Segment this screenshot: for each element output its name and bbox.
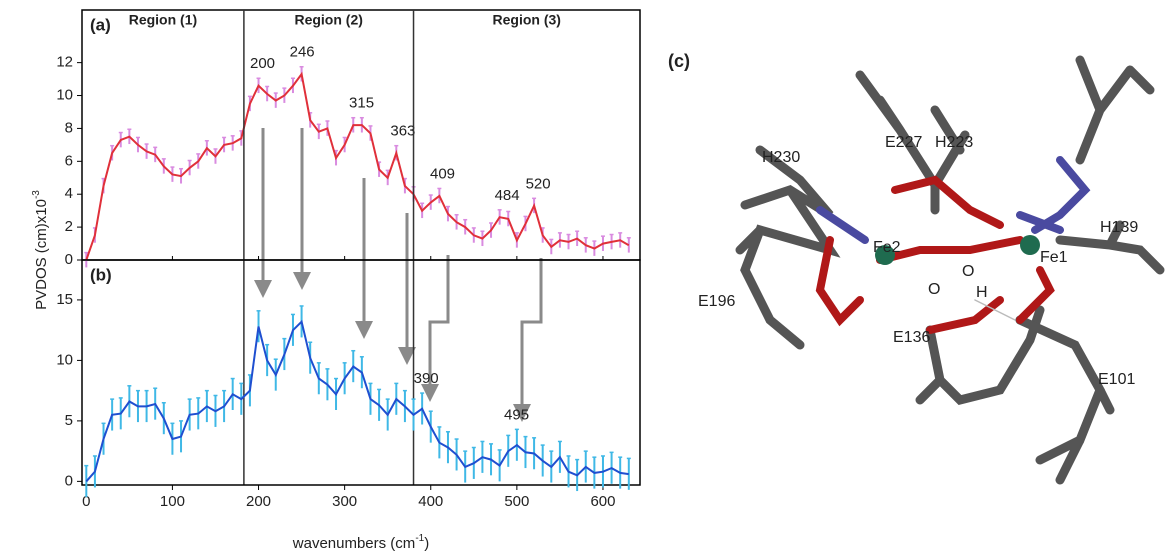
panel-label: (b) bbox=[90, 265, 112, 284]
y-tick-label: 12 bbox=[56, 54, 73, 71]
peak-label: 390 bbox=[414, 370, 439, 387]
atom-label: E136 bbox=[893, 329, 930, 346]
atom-label: H bbox=[976, 284, 988, 301]
molecule bbox=[740, 60, 1160, 480]
atom-label: E227 bbox=[885, 134, 922, 151]
peak-label: 200 bbox=[250, 55, 275, 72]
y-tick-label: 10 bbox=[56, 86, 73, 103]
region-label: Region (1) bbox=[129, 12, 197, 28]
atom-label: E196 bbox=[698, 293, 735, 310]
x-tick-label: 300 bbox=[332, 493, 357, 510]
x-tick-label: 200 bbox=[246, 493, 271, 510]
atom-label: H139 bbox=[1100, 219, 1138, 236]
atom-label: H223 bbox=[935, 134, 973, 151]
atom-label: E101 bbox=[1098, 371, 1135, 388]
peak-label: 363 bbox=[390, 123, 415, 140]
atom-label: O bbox=[962, 263, 974, 280]
y-tick-label: 8 bbox=[65, 119, 73, 136]
atom-label: O bbox=[928, 281, 940, 298]
y-tick-label: 4 bbox=[65, 185, 73, 202]
y-tick-label: 0 bbox=[65, 472, 73, 489]
region-label: Region (3) bbox=[493, 12, 561, 28]
peak-label: 409 bbox=[430, 165, 455, 182]
spectrum-line bbox=[86, 322, 629, 482]
peak-label: 315 bbox=[349, 95, 374, 112]
atom-label: H230 bbox=[762, 149, 800, 166]
y-axis-title-part: -3 bbox=[31, 190, 42, 199]
y-tick-label: 0 bbox=[65, 251, 73, 268]
region-label: Region (2) bbox=[294, 12, 362, 28]
atom-label: Fe2 bbox=[873, 239, 901, 256]
figure: 024681012(a)200246315363409484520Region … bbox=[0, 0, 1165, 554]
peak-label: 495 bbox=[504, 406, 529, 423]
x-tick-label: 100 bbox=[160, 493, 185, 510]
y-tick-label: 6 bbox=[65, 152, 73, 169]
x-tick-label: 500 bbox=[504, 493, 529, 510]
y-tick-label: 2 bbox=[65, 218, 73, 235]
peak-label: 520 bbox=[526, 175, 551, 192]
peak-label: 484 bbox=[495, 187, 520, 204]
y-tick-label: 5 bbox=[65, 412, 73, 429]
panel-label: (c) bbox=[668, 51, 690, 71]
panel-label: (a) bbox=[90, 15, 111, 34]
x-axis-title-part: wavenumbers (cm bbox=[292, 535, 416, 552]
peak-label: 246 bbox=[290, 44, 315, 61]
y-axis-title-part: PVDOS (cm)x10 bbox=[33, 199, 50, 310]
arrow bbox=[522, 258, 541, 416]
x-axis-title-part: ) bbox=[424, 535, 429, 552]
x-tick-label: 600 bbox=[590, 493, 615, 510]
y-tick-label: 10 bbox=[56, 351, 73, 368]
atom-label: Fe1 bbox=[1040, 249, 1068, 266]
y-axis-title: PVDOS (cm)x10-3 bbox=[31, 190, 50, 310]
plot-frame bbox=[82, 10, 640, 260]
y-tick-label: 15 bbox=[56, 291, 73, 308]
x-axis-title: wavenumbers (cm-1) bbox=[292, 533, 429, 552]
x-tick-label: 400 bbox=[418, 493, 443, 510]
